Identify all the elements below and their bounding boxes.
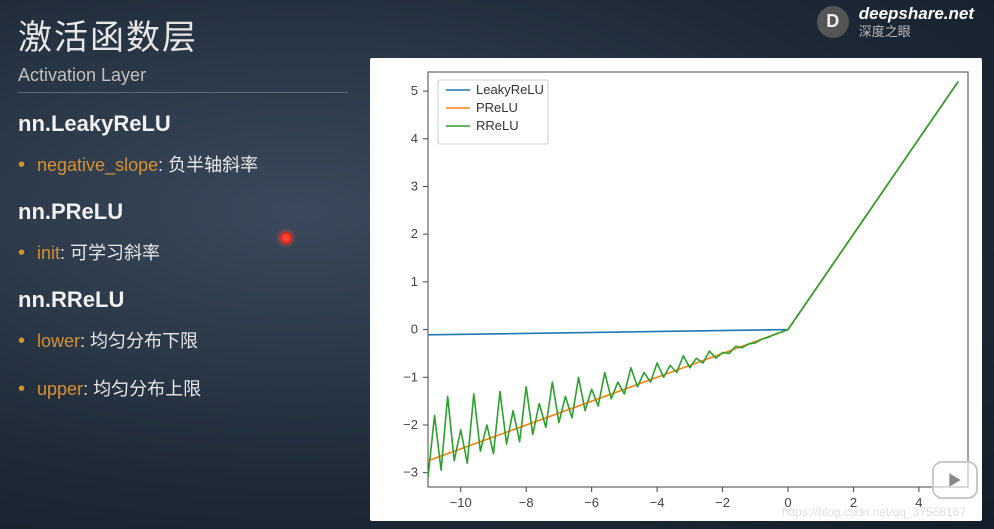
brand-logo-icon: D <box>817 6 849 38</box>
param-desc: 均匀分布下限 <box>90 331 198 351</box>
left-panel: 激活函数层 Activation Layer nn.LeakyReLU • nega… <box>18 10 348 423</box>
colon: : <box>60 243 70 263</box>
svg-text:1: 1 <box>411 274 418 289</box>
svg-text:−2: −2 <box>403 417 418 432</box>
param-item: • upper: 均匀分布上限 <box>18 375 348 401</box>
svg-text:−4: −4 <box>650 495 665 510</box>
param-item: • init: 可学习斜率 <box>18 239 348 265</box>
svg-text:3: 3 <box>411 178 418 193</box>
svg-text:−2: −2 <box>715 495 730 510</box>
section-head: nn.PReLU <box>18 199 348 225</box>
title-divider <box>18 92 348 93</box>
laser-pointer-icon <box>280 232 292 244</box>
bullet-icon: • <box>18 243 25 263</box>
svg-text:4: 4 <box>411 131 418 146</box>
svg-text:PReLU: PReLU <box>476 100 518 115</box>
brand-name: deepshare.net <box>859 4 974 24</box>
section-head: nn.LeakyReLU <box>18 111 348 137</box>
param-line: lower: 均匀分布下限 <box>37 327 198 353</box>
bullet-icon: • <box>18 155 25 175</box>
param-name: lower <box>37 331 80 351</box>
svg-text:−8: −8 <box>519 495 534 510</box>
watermark-text: https://blog.csdn.net/qq_37568167 <box>782 505 966 519</box>
play-button[interactable] <box>932 461 978 499</box>
param-name: upper <box>37 379 83 399</box>
page-title-en: Activation Layer <box>18 65 348 86</box>
colon: : <box>158 155 168 175</box>
bullet-icon: • <box>18 331 25 351</box>
param-line: init: 可学习斜率 <box>37 239 160 265</box>
svg-text:−10: −10 <box>450 495 472 510</box>
svg-text:−6: −6 <box>584 495 599 510</box>
section-head: nn.RReLU <box>18 287 348 313</box>
svg-text:RReLU: RReLU <box>476 118 519 133</box>
brand-header: D deepshare.net 深度之眼 <box>817 0 974 44</box>
svg-text:−1: −1 <box>403 369 418 384</box>
play-icon <box>946 471 964 489</box>
param-name: negative_slope <box>37 155 158 175</box>
activation-chart: −10−8−6−4−2024−3−2−1012345LeakyReLUPReLU… <box>370 58 982 521</box>
svg-text:LeakyReLU: LeakyReLU <box>476 82 544 97</box>
param-line: negative_slope: 负半轴斜率 <box>37 151 258 177</box>
svg-text:0: 0 <box>411 322 418 337</box>
param-name: init <box>37 243 60 263</box>
param-desc: 负半轴斜率 <box>168 155 258 175</box>
sections-container: nn.LeakyReLU • negative_slope: 负半轴斜率 nn.PRe… <box>18 111 348 401</box>
svg-text:5: 5 <box>411 83 418 98</box>
bullet-icon: • <box>18 379 25 399</box>
brand-text: deepshare.net 深度之眼 <box>859 4 974 40</box>
param-item: • negative_slope: 负半轴斜率 <box>18 151 348 177</box>
colon: : <box>80 331 90 351</box>
brand-tagline: 深度之眼 <box>859 24 974 40</box>
svg-text:−3: −3 <box>403 465 418 480</box>
param-desc: 可学习斜率 <box>70 243 160 263</box>
brand-letter: D <box>826 11 839 32</box>
param-desc: 均匀分布上限 <box>93 379 201 399</box>
colon: : <box>83 379 93 399</box>
svg-text:2: 2 <box>411 226 418 241</box>
param-line: upper: 均匀分布上限 <box>37 375 201 401</box>
param-item: • lower: 均匀分布下限 <box>18 327 348 353</box>
page-title-cn: 激活函数层 <box>18 10 348 59</box>
chart-svg: −10−8−6−4−2024−3−2−1012345LeakyReLUPReLU… <box>370 58 982 521</box>
